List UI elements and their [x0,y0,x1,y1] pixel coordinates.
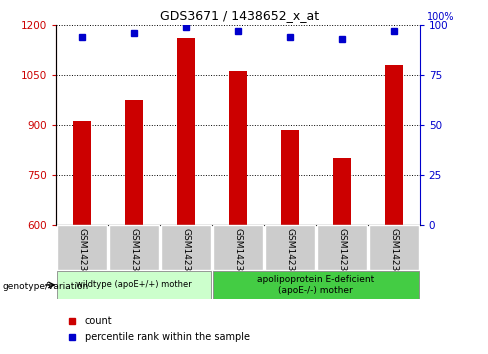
Text: wildtype (apoE+/+) mother: wildtype (apoE+/+) mother [76,280,192,290]
Bar [57,272,211,298]
Bar [385,65,403,225]
Bar [369,225,419,270]
Text: percentile rank within the sample: percentile rank within the sample [85,332,250,342]
Bar [73,121,91,225]
Bar [125,100,143,225]
Bar [213,272,419,298]
Text: count: count [85,316,112,326]
Text: 100%: 100% [427,12,454,22]
Text: GSM142369: GSM142369 [129,228,139,283]
Text: GSM142374: GSM142374 [285,228,294,283]
Text: GSM142370: GSM142370 [182,228,190,283]
Bar [213,225,263,270]
Bar [281,130,299,225]
Text: GSM142380: GSM142380 [389,228,398,283]
Text: genotype/variation: genotype/variation [2,281,89,291]
Bar [333,158,351,225]
Text: apolipoprotein E-deficient
(apoE-/-) mother: apolipoprotein E-deficient (apoE-/-) mot… [257,275,374,295]
Bar [161,225,211,270]
Bar [177,38,195,225]
Bar [109,225,159,270]
Text: GSM142367: GSM142367 [78,228,86,283]
Text: GSM142372: GSM142372 [233,228,243,283]
Text: GSM142376: GSM142376 [337,228,346,283]
Bar [317,225,366,270]
Text: GDS3671 / 1438652_x_at: GDS3671 / 1438652_x_at [160,9,319,22]
Bar [229,72,247,225]
Bar [265,225,315,270]
Bar [57,225,107,270]
